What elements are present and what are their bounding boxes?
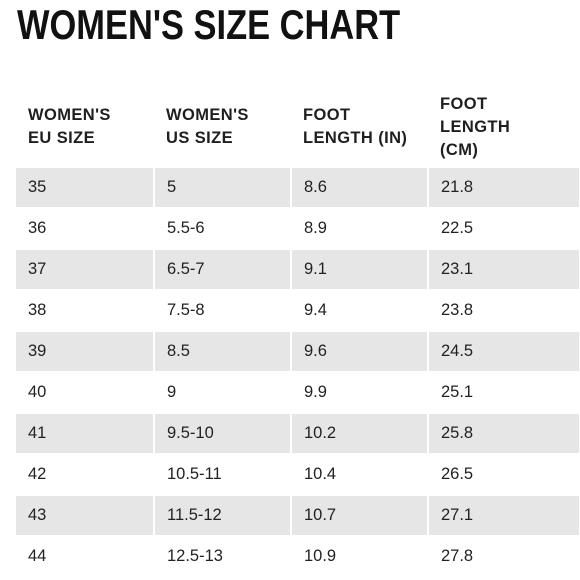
eu-size-cell: 44	[16, 536, 155, 578]
column-header-label: WOMEN'S US SIZE	[166, 106, 249, 147]
foot-length-in-cell: 9.9	[291, 372, 429, 414]
foot-length-in-cell: 10.2	[291, 413, 429, 455]
column-header-eu-size: WOMEN'S EU SIZE	[16, 86, 154, 168]
foot-length-cm-cell: 23.8	[428, 290, 580, 332]
foot-length-cm-cell: 25.1	[428, 372, 580, 414]
us-size-cell: 5	[154, 168, 292, 209]
column-header-us-size: WOMEN'S US SIZE	[154, 86, 291, 168]
foot-length-in-cell: 8.6	[291, 168, 429, 209]
page-title: WOMEN'S SIZE CHART	[17, 1, 401, 48]
size-chart-table: WOMEN'S EU SIZE WOMEN'S US SIZE FOOT LEN…	[16, 86, 580, 578]
us-size-cell: 9	[154, 372, 292, 414]
table-row: 40 9 9.9 25.1	[16, 372, 580, 414]
foot-length-cm-cell: 24.5	[428, 331, 580, 373]
eu-size-cell: 41	[16, 413, 155, 455]
foot-length-in-cell: 9.4	[291, 290, 429, 332]
table-row: 39 8.5 9.6 24.5	[16, 331, 580, 373]
table-row: 43 11.5-12 10.7 27.1	[16, 495, 580, 537]
eu-size-cell: 40	[16, 372, 155, 414]
us-size-cell: 6.5-7	[154, 249, 292, 291]
eu-size-cell: 37	[16, 249, 155, 291]
column-header-label: FOOT LENGTH (CM)	[440, 94, 511, 159]
eu-size-cell: 39	[16, 331, 155, 373]
eu-size-cell: 42	[16, 454, 155, 496]
us-size-cell: 11.5-12	[154, 495, 292, 537]
eu-size-cell: 35	[16, 168, 155, 209]
foot-length-cm-cell: 23.1	[428, 249, 580, 291]
table-row: 37 6.5-7 9.1 23.1	[16, 249, 580, 291]
foot-length-cm-cell: 27.8	[428, 536, 580, 578]
foot-length-cm-cell: 22.5	[428, 208, 580, 250]
eu-size-cell: 43	[16, 495, 155, 537]
table-row: 42 10.5-11 10.4 26.5	[16, 454, 580, 496]
table-row: 36 5.5-6 8.9 22.5	[16, 208, 580, 250]
foot-length-in-cell: 9.1	[291, 249, 429, 291]
eu-size-cell: 36	[16, 208, 155, 250]
us-size-cell: 8.5	[154, 331, 292, 373]
column-header-foot-length-cm: FOOT LENGTH (CM)	[428, 86, 580, 168]
column-header-foot-length-in: FOOT LENGTH (IN)	[291, 86, 428, 168]
column-header-label: FOOT LENGTH (IN)	[303, 106, 408, 147]
us-size-cell: 5.5-6	[154, 208, 292, 250]
foot-length-cm-cell: 21.8	[428, 168, 580, 209]
table-body: 35 5 8.6 21.8 36 5.5-6 8.9 22.5 37 6.5-7…	[16, 168, 580, 578]
foot-length-cm-cell: 27.1	[428, 495, 580, 537]
foot-length-in-cell: 10.4	[291, 454, 429, 496]
eu-size-cell: 38	[16, 290, 155, 332]
us-size-cell: 10.5-11	[154, 454, 292, 496]
foot-length-in-cell: 10.9	[291, 536, 429, 578]
foot-length-cm-cell: 26.5	[428, 454, 580, 496]
table-row: 35 5 8.6 21.8	[16, 168, 580, 209]
us-size-cell: 9.5-10	[154, 413, 292, 455]
table-header: WOMEN'S EU SIZE WOMEN'S US SIZE FOOT LEN…	[16, 86, 580, 168]
foot-length-in-cell: 8.9	[291, 208, 429, 250]
table-row: 41 9.5-10 10.2 25.8	[16, 413, 580, 455]
us-size-cell: 12.5-13	[154, 536, 292, 578]
header-row: WOMEN'S EU SIZE WOMEN'S US SIZE FOOT LEN…	[16, 86, 580, 168]
foot-length-in-cell: 9.6	[291, 331, 429, 373]
table-row: 44 12.5-13 10.9 27.8	[16, 536, 580, 578]
column-header-label: WOMEN'S EU SIZE	[28, 106, 111, 147]
table-row: 38 7.5-8 9.4 23.8	[16, 290, 580, 332]
foot-length-cm-cell: 25.8	[428, 413, 580, 455]
us-size-cell: 7.5-8	[154, 290, 292, 332]
foot-length-in-cell: 10.7	[291, 495, 429, 537]
